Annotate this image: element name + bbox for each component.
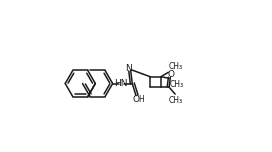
- Text: HN: HN: [114, 79, 128, 88]
- Text: H: H: [139, 95, 144, 104]
- Text: O: O: [133, 95, 140, 104]
- Text: CH₃: CH₃: [169, 62, 183, 71]
- Text: CH₃: CH₃: [169, 80, 184, 89]
- Text: N: N: [126, 64, 132, 73]
- Text: O: O: [168, 70, 175, 79]
- Text: CH₃: CH₃: [169, 96, 183, 105]
